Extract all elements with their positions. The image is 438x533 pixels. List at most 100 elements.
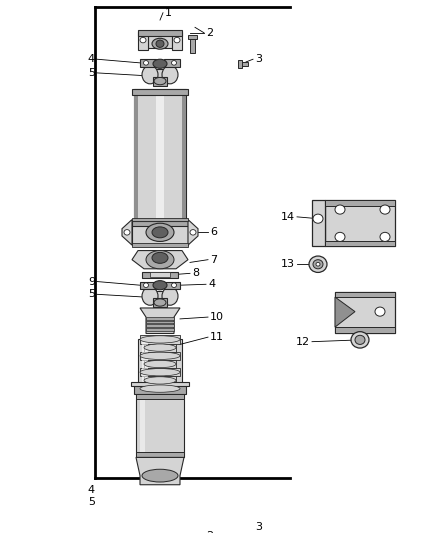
Polygon shape <box>132 251 188 269</box>
Ellipse shape <box>156 40 164 47</box>
Bar <box>132 90 188 95</box>
Bar <box>140 335 180 343</box>
Text: 11: 11 <box>210 332 224 342</box>
Bar <box>142 271 178 278</box>
Ellipse shape <box>140 352 180 359</box>
Bar <box>240 62 248 66</box>
Bar <box>134 90 138 226</box>
Bar <box>146 321 174 324</box>
Text: 12: 12 <box>296 337 310 346</box>
Ellipse shape <box>140 37 146 43</box>
Ellipse shape <box>375 307 385 316</box>
Ellipse shape <box>172 283 177 287</box>
Ellipse shape <box>153 487 167 496</box>
Ellipse shape <box>140 336 180 343</box>
Bar <box>131 382 189 386</box>
Ellipse shape <box>154 506 166 513</box>
Ellipse shape <box>313 214 323 223</box>
Bar <box>146 317 174 320</box>
Ellipse shape <box>174 529 180 533</box>
Bar <box>132 218 188 221</box>
Bar <box>140 394 145 457</box>
Ellipse shape <box>142 66 158 84</box>
Ellipse shape <box>153 59 167 68</box>
Bar <box>325 200 395 206</box>
Text: 4: 4 <box>208 279 215 289</box>
Text: 5: 5 <box>88 289 95 300</box>
Polygon shape <box>172 32 182 50</box>
Ellipse shape <box>153 281 167 290</box>
Bar <box>238 60 242 68</box>
Bar <box>150 290 170 302</box>
Ellipse shape <box>154 299 166 306</box>
Text: 5: 5 <box>88 497 95 507</box>
Bar <box>132 221 188 226</box>
Bar <box>134 90 186 226</box>
Bar <box>132 243 188 247</box>
Bar <box>325 200 395 246</box>
Ellipse shape <box>335 232 345 241</box>
Text: 7: 7 <box>210 255 217 265</box>
Ellipse shape <box>162 494 178 512</box>
Ellipse shape <box>144 360 176 368</box>
Bar <box>188 525 197 529</box>
Ellipse shape <box>144 488 148 492</box>
Bar <box>150 272 170 277</box>
Polygon shape <box>172 524 182 533</box>
Bar <box>156 90 164 226</box>
Ellipse shape <box>154 77 166 85</box>
Ellipse shape <box>172 61 177 65</box>
Bar <box>150 497 170 508</box>
Bar <box>148 524 172 533</box>
Ellipse shape <box>174 37 180 43</box>
Bar <box>146 328 174 331</box>
Text: 9: 9 <box>88 277 95 287</box>
Bar <box>134 384 186 394</box>
Ellipse shape <box>140 385 180 392</box>
Ellipse shape <box>140 529 146 533</box>
Ellipse shape <box>144 377 176 384</box>
Bar <box>140 384 180 393</box>
Text: 2: 2 <box>206 531 213 533</box>
Bar <box>164 281 180 289</box>
Text: 5: 5 <box>88 68 95 78</box>
Bar <box>144 343 176 352</box>
Ellipse shape <box>144 61 148 65</box>
Ellipse shape <box>309 256 327 272</box>
Bar <box>136 394 184 457</box>
Ellipse shape <box>380 232 390 241</box>
Ellipse shape <box>142 287 158 305</box>
Bar <box>312 200 325 246</box>
Ellipse shape <box>146 251 174 269</box>
Text: 4: 4 <box>88 485 95 495</box>
Ellipse shape <box>380 205 390 214</box>
Ellipse shape <box>142 469 178 482</box>
Bar <box>153 298 167 307</box>
Polygon shape <box>138 32 148 50</box>
Bar <box>190 36 195 53</box>
Ellipse shape <box>156 532 164 533</box>
Ellipse shape <box>152 253 168 263</box>
Text: 1: 1 <box>165 8 172 18</box>
Text: 8: 8 <box>192 268 199 278</box>
Bar <box>140 59 156 68</box>
Bar <box>150 69 170 80</box>
Bar <box>140 487 156 495</box>
Bar <box>188 35 197 39</box>
Bar <box>335 292 395 333</box>
Ellipse shape <box>355 335 365 344</box>
Bar <box>325 240 395 246</box>
Bar <box>138 339 182 394</box>
Text: 13: 13 <box>281 259 295 269</box>
Polygon shape <box>140 308 180 334</box>
Ellipse shape <box>152 227 168 238</box>
Polygon shape <box>136 457 184 484</box>
Ellipse shape <box>142 494 158 512</box>
Bar <box>144 360 176 368</box>
Bar <box>140 281 156 289</box>
Bar <box>138 30 182 36</box>
Bar <box>164 59 180 68</box>
Text: 2: 2 <box>206 28 213 38</box>
Ellipse shape <box>335 205 345 214</box>
Ellipse shape <box>190 230 196 235</box>
